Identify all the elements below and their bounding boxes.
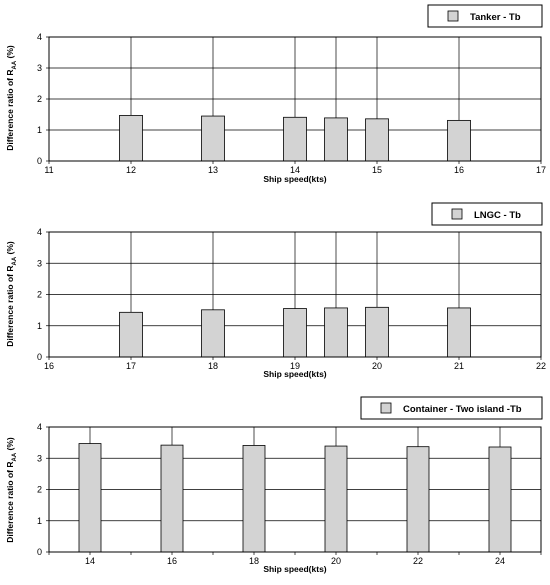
x-tick-label: 11	[44, 165, 53, 175]
x-tick-label: 13	[208, 165, 218, 175]
y-tick-label: 2	[37, 485, 42, 495]
x-tick-label: 15	[372, 165, 382, 175]
legend: Container - Two island -Tb	[360, 396, 543, 420]
y-tick-label: 3	[37, 453, 42, 463]
legend-box	[360, 396, 543, 420]
y-tick-label: 1	[37, 125, 42, 135]
y-axis-label: Difference ratio of RAA (%)	[5, 241, 18, 347]
legend-box	[427, 4, 543, 28]
legend-swatch	[451, 208, 463, 220]
legend: LNGC - Tb	[431, 202, 543, 226]
x-tick-label: 21	[454, 361, 464, 371]
bar	[119, 311, 143, 358]
x-tick-label: 14	[85, 556, 95, 566]
y-tick-label: 4	[37, 227, 42, 237]
bar	[488, 446, 512, 553]
x-tick-label: 19	[290, 361, 300, 371]
bar	[201, 115, 225, 162]
legend-box	[431, 202, 543, 226]
x-tick-label: 18	[249, 556, 259, 566]
legend-swatch	[447, 10, 459, 22]
bar	[283, 308, 307, 358]
y-tick-label: 3	[37, 63, 42, 73]
chart-panel-2: 0 1 2 3 4 16 17 18 19 20 21 22 Ship speed(kts) Differ…	[5, 202, 546, 379]
bar	[201, 309, 225, 358]
x-tick-label: 22	[536, 361, 546, 371]
bar	[324, 307, 348, 358]
x-tick-label: 16	[167, 556, 177, 566]
x-tick-label: 12	[126, 165, 136, 175]
bar	[160, 444, 184, 553]
bar	[283, 116, 307, 162]
x-tick-label: 14	[290, 165, 300, 175]
x-tick-label: 20	[372, 361, 382, 371]
bar	[119, 115, 143, 162]
legend: Tanker - Tb	[427, 4, 543, 28]
bar	[78, 443, 102, 553]
bar	[324, 117, 348, 162]
y-tick-label: 0	[37, 547, 42, 557]
x-axis-label: Ship speed(kts)	[263, 564, 326, 574]
x-tick-label: 17	[126, 361, 136, 371]
y-tick-label: 3	[37, 258, 42, 268]
legend-label: LNGC - Tb	[474, 210, 521, 221]
bar	[324, 445, 348, 553]
bar	[447, 119, 471, 162]
y-tick-label: 1	[37, 516, 42, 526]
bar	[365, 306, 389, 358]
y-axis-label: Difference ratio of RAA (%)	[5, 437, 18, 543]
legend-swatch	[380, 402, 392, 414]
x-axis-label: Ship speed(kts)	[263, 369, 326, 379]
x-tick-label: 24	[495, 556, 505, 566]
x-tick-label: 16	[44, 361, 54, 371]
x-axis-label: Ship speed(kts)	[263, 174, 326, 184]
legend-label: Tanker - Tb	[470, 12, 521, 23]
y-tick-label: 0	[37, 352, 42, 362]
bar	[242, 445, 266, 553]
y-tick-label: 4	[37, 422, 42, 432]
x-tick-label: 20	[331, 556, 341, 566]
y-tick-label: 4	[37, 32, 42, 42]
chart-panel-3: 0 1 2 3 4 14 16 18 20 22 24 Ship speed(kts) Differen…	[5, 396, 543, 574]
x-tick-label: 17	[536, 165, 546, 175]
bar	[365, 118, 389, 162]
y-tick-label: 1	[37, 321, 42, 331]
bar	[406, 446, 430, 553]
y-tick-label: 0	[37, 156, 42, 166]
y-tick-label: 2	[37, 290, 42, 300]
x-tick-label: 16	[454, 165, 464, 175]
bar	[447, 307, 471, 358]
y-axis-label: Difference ratio of RAA (%)	[5, 45, 18, 151]
x-tick-label: 18	[208, 361, 218, 371]
y-tick-label: 2	[37, 94, 42, 104]
x-tick-label: 22	[413, 556, 423, 566]
legend-label: Container - Two island -Tb	[403, 404, 522, 415]
